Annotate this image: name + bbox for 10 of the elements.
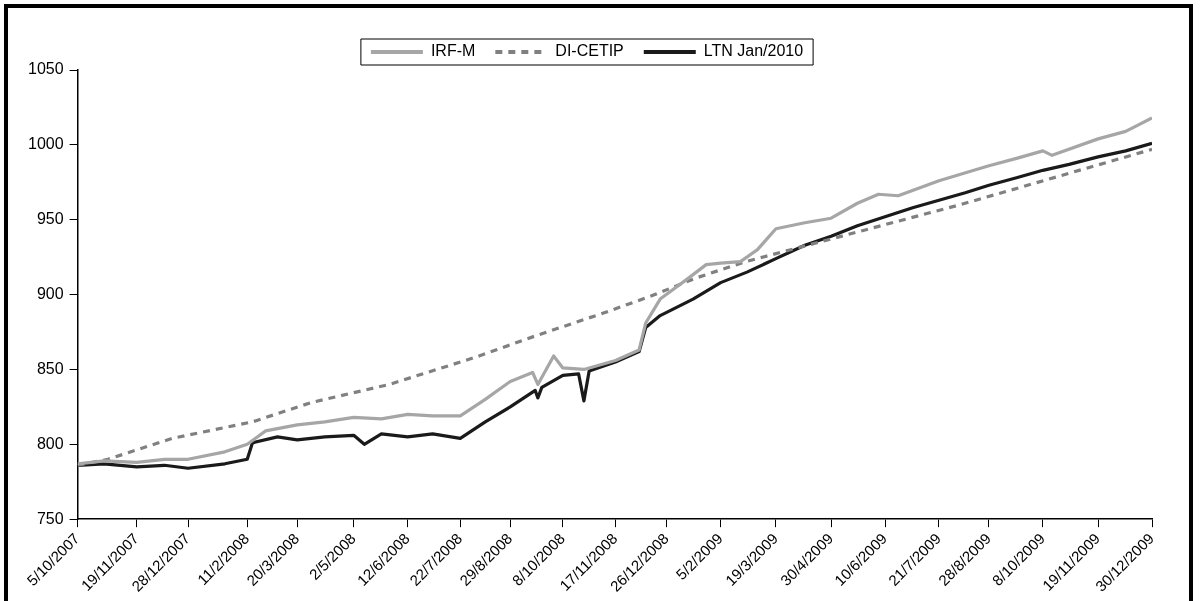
y-tick-label: 800 [36,434,64,452]
legend-label: DI-CETIP [555,42,624,60]
y-tick-label: 1000 [28,135,64,153]
y-tick-label: 750 [36,509,64,527]
y-tick-label: 950 [36,210,64,228]
y-tick-label: 900 [36,285,64,302]
legend-label: LTN Jan/2010 [703,42,804,60]
legend-label: IRF-M [430,42,476,60]
y-tick-label: 1050 [28,60,64,78]
y-tick-label: 850 [36,359,64,377]
